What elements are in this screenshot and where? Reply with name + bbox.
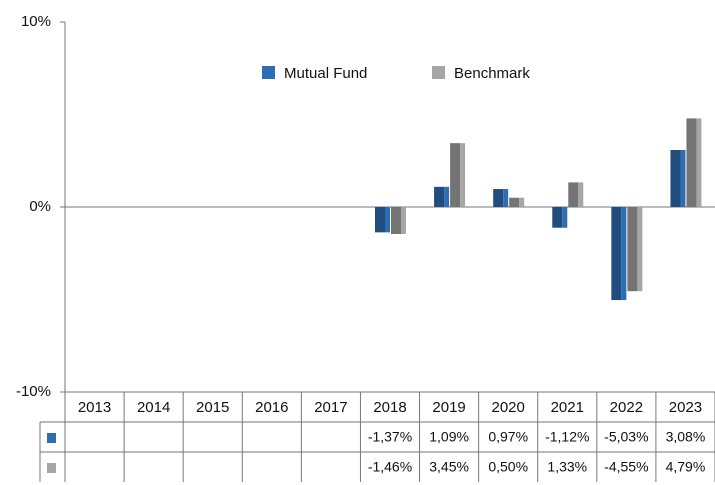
bar-face — [611, 207, 622, 301]
legend-swatch — [432, 66, 445, 79]
bar — [552, 207, 568, 228]
data-label: 3,08% — [666, 429, 706, 445]
data-label: 3,45% — [429, 459, 469, 475]
y-tick-label: 0% — [29, 198, 51, 215]
x-tick-label: 2020 — [491, 399, 524, 416]
table-legend-swatch — [47, 433, 56, 443]
table-legend-swatch — [47, 463, 56, 473]
bar-face — [493, 189, 504, 207]
x-tick-label: 2014 — [137, 399, 170, 416]
data-label: -5,03% — [604, 429, 648, 445]
bar — [509, 197, 525, 207]
bar — [670, 150, 686, 207]
bar-face — [391, 207, 401, 235]
bar — [391, 207, 406, 235]
x-tick-label: 2016 — [255, 399, 288, 416]
data-label: 1,33% — [547, 459, 587, 475]
bar-face — [375, 207, 385, 233]
x-tick-label: 2013 — [78, 399, 111, 416]
bar-face — [519, 197, 525, 207]
data-label: -1,46% — [368, 459, 412, 475]
bar-face — [680, 150, 686, 207]
bar — [627, 207, 643, 292]
data-label: -4,55% — [604, 459, 648, 475]
x-tick-label: 2019 — [432, 399, 465, 416]
x-tick-label: 2021 — [551, 399, 584, 416]
bar-face — [450, 143, 461, 207]
bar-face — [562, 207, 568, 228]
x-tick-label: 2017 — [314, 399, 347, 416]
bar-face — [434, 186, 445, 207]
bar — [611, 207, 627, 301]
data-label: -1,37% — [368, 429, 412, 445]
bar-face — [621, 207, 627, 301]
bar-face — [401, 207, 406, 235]
x-tick-label: 2018 — [373, 399, 406, 416]
bar — [493, 189, 509, 207]
bar-face — [637, 207, 643, 292]
data-label: 4,79% — [666, 459, 706, 475]
x-tick-label: 2023 — [669, 399, 702, 416]
bar-face — [444, 186, 450, 207]
bar — [375, 207, 390, 233]
y-tick-label: 10% — [21, 13, 51, 30]
y-tick-label: -10% — [16, 383, 51, 400]
bar-face — [460, 143, 466, 207]
bar-face — [552, 207, 563, 228]
bar — [568, 182, 584, 207]
bar-face — [670, 150, 681, 207]
x-tick-label: 2015 — [196, 399, 229, 416]
bar-face — [509, 197, 520, 207]
bar-face — [568, 182, 579, 207]
legend-swatch — [262, 66, 275, 79]
legend-label: Benchmark — [454, 65, 530, 82]
bar-face — [686, 118, 697, 207]
bar-face — [578, 182, 584, 207]
data-label: -1,12% — [545, 429, 589, 445]
bar-face — [385, 207, 390, 233]
data-label: 1,09% — [429, 429, 469, 445]
bar — [686, 118, 702, 207]
data-label: 0,97% — [488, 429, 528, 445]
bar-face — [503, 189, 509, 207]
bar — [434, 186, 450, 207]
bar-face — [696, 118, 702, 207]
bar — [450, 143, 466, 207]
bar-face — [627, 207, 638, 292]
x-tick-label: 2022 — [610, 399, 643, 416]
legend-label: Mutual Fund — [284, 65, 367, 82]
data-label: 0,50% — [488, 459, 528, 475]
